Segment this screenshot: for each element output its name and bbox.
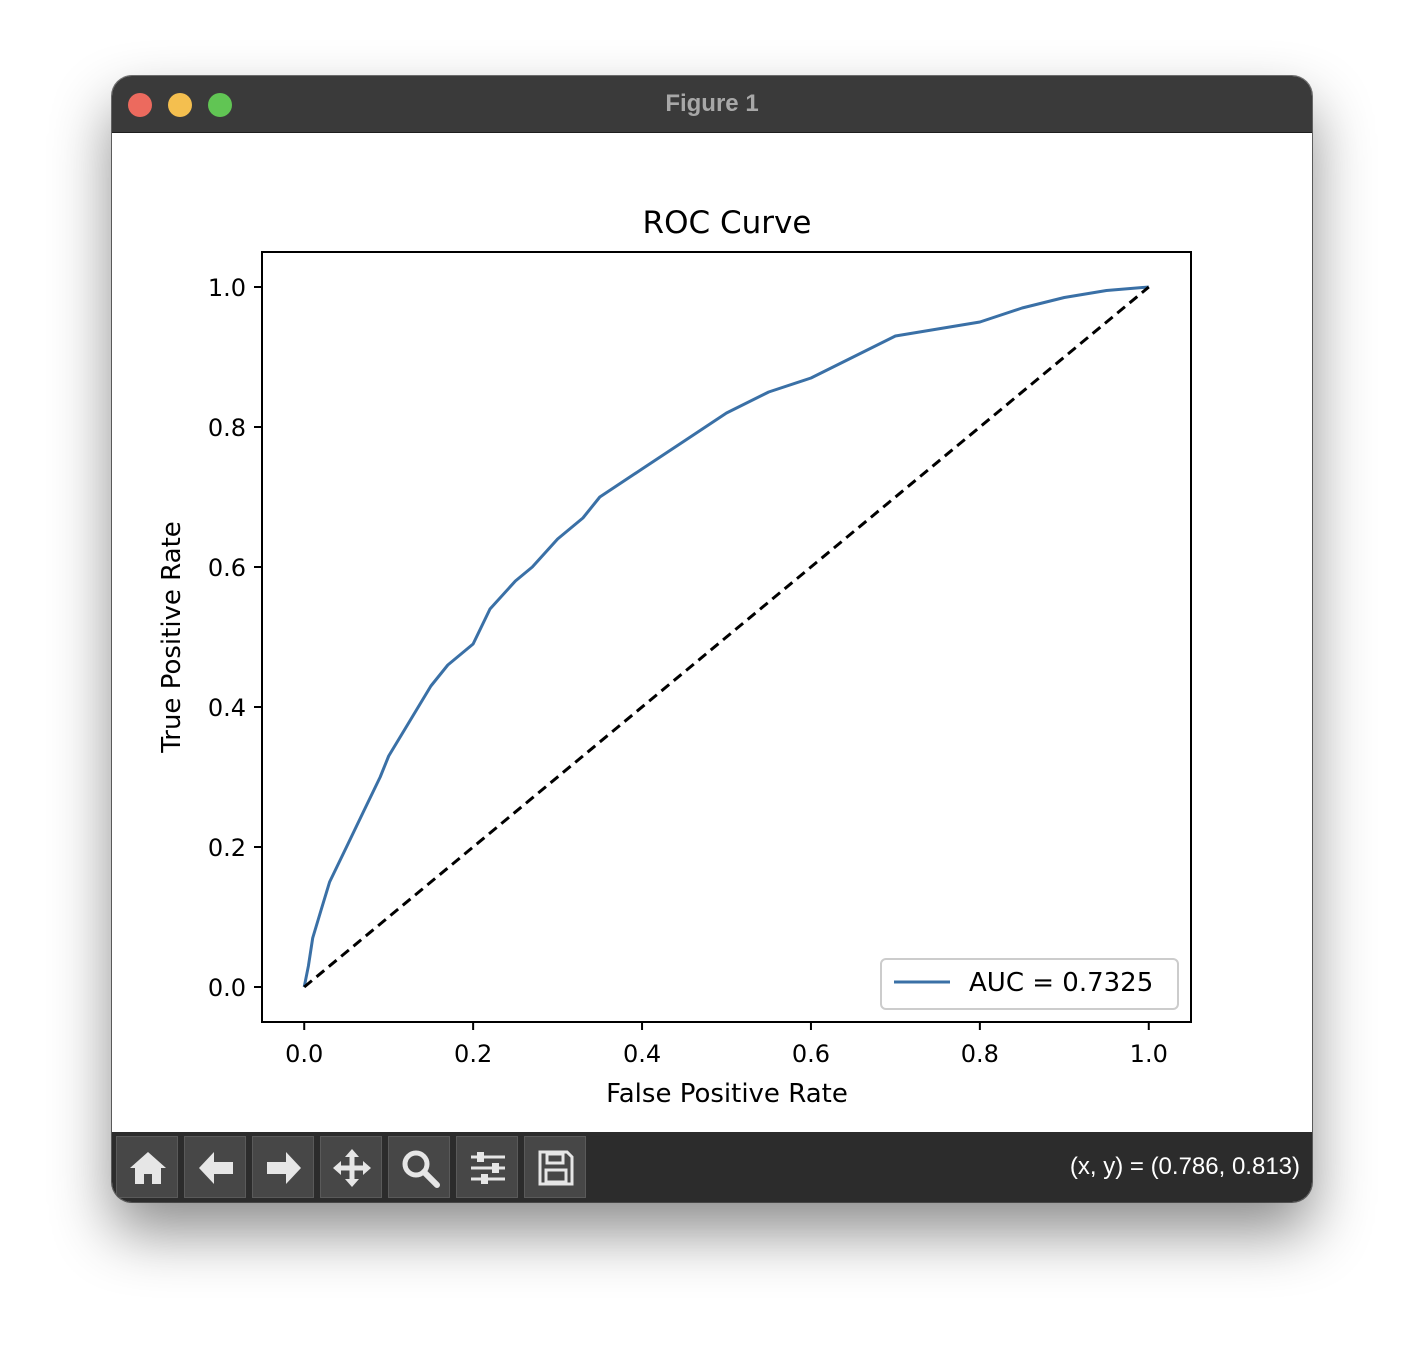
chance-diagonal-line: [303, 285, 1150, 989]
home-button[interactable]: [116, 1136, 178, 1198]
zoom-button[interactable]: [388, 1136, 450, 1198]
title-bar[interactable]: Figure 1: [112, 76, 1312, 133]
subplots-config-icon: [471, 1152, 505, 1184]
x-tick-label: 0.2: [454, 1040, 492, 1068]
home-icon: [130, 1152, 166, 1184]
roc-chart: ROC Curve 0.0 0.2 0.4 0.6 0.8 1.0 0.00.20.40.…: [157, 205, 1192, 1109]
y-axis-ticks: 0.0 0.2 0.4 0.6 0.8 1.0: [208, 274, 262, 1002]
series-layer: [302, 285, 1150, 989]
figure-canvas[interactable]: ROC Curve 0.0 0.2 0.4 0.6 0.8 1.0 0.0 0.2 0.4 0.…: [112, 133, 1312, 1132]
plot-frame: [261, 251, 1192, 1023]
navigation-toolbar: (x, y) = (0.786, 0.813): [112, 1132, 1312, 1202]
legend-box: [880, 958, 1179, 1010]
forward-button[interactable]: [252, 1136, 314, 1198]
x-tick-label: 1.0: [1130, 1040, 1168, 1068]
save-icon: [538, 1150, 574, 1186]
window-title: Figure 1: [665, 90, 759, 117]
x-axis-label: False Positive Rate: [606, 1079, 848, 1109]
cursor-coordinates: (x, y) = (0.786, 0.813): [1069, 1153, 1300, 1180]
y-tick-label: 0.8: [208, 414, 246, 442]
y-tick-label: 0.4: [208, 694, 246, 722]
x-tick-label: 0.6: [792, 1040, 830, 1068]
x-tick-label: 0.8: [961, 1040, 999, 1068]
configure-subplots-button[interactable]: [456, 1136, 518, 1198]
pan-button[interactable]: [320, 1136, 382, 1198]
y-axis-label: True Positive Rate: [157, 521, 187, 754]
y-tick-label: 0.6: [208, 554, 246, 582]
x-axis-ticks: 0.0 0.2 0.4 0.6 0.8 1.0: [285, 1022, 1168, 1068]
x-tick-label: 0.0: [285, 1040, 323, 1068]
y-tick-label: 0.0: [208, 974, 246, 1002]
y-tick-label: 1.0: [208, 274, 246, 302]
x-tick-label: 0.4: [623, 1040, 661, 1068]
close-button[interactable]: [128, 93, 152, 117]
maximize-button[interactable]: [208, 93, 232, 117]
minimize-button[interactable]: [168, 93, 192, 117]
roc-curve-line: [302, 285, 1149, 988]
legend-entry: AUC = 0.7325: [969, 968, 1153, 998]
back-button[interactable]: [184, 1136, 246, 1198]
chart-title: ROC Curve: [643, 205, 812, 241]
zoom-icon: [402, 1150, 440, 1188]
back-arrow-icon: [199, 1152, 233, 1184]
pan-icon: [333, 1149, 371, 1187]
legend: AUC = 0.7325: [880, 958, 1179, 1010]
forward-arrow-icon: [267, 1152, 301, 1184]
figure-window: Figure 1 ROC Curve 0.0 0.2 0.4 0.6 0.8 1.0 0.…: [112, 76, 1312, 1202]
save-button[interactable]: [524, 1136, 586, 1198]
y-tick-label: 0.2: [208, 834, 246, 862]
